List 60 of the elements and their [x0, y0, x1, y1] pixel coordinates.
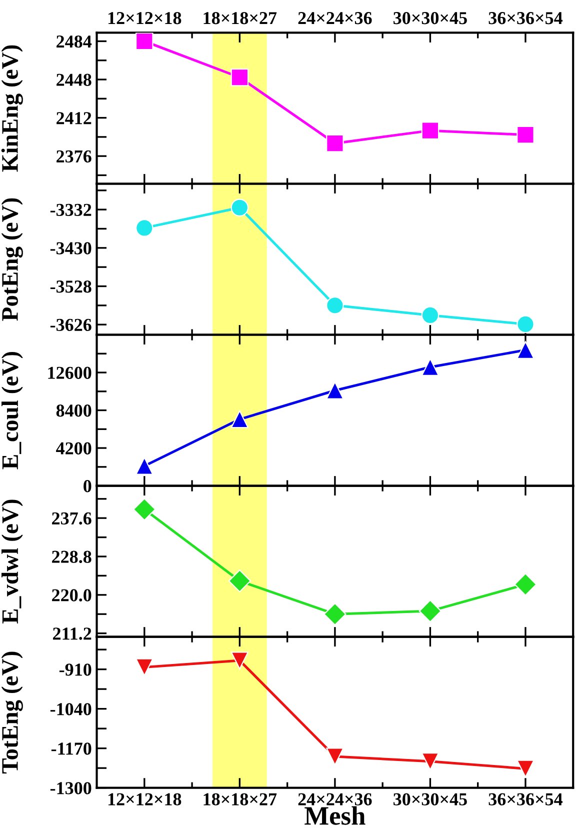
x-tick-label: 12×12×18	[108, 793, 182, 806]
point	[230, 652, 249, 670]
y-tick-label: 2412	[56, 112, 92, 124]
point	[421, 358, 440, 376]
x-tick-label: 24×24×36	[298, 12, 372, 24]
x-tick-label: 18×18×27	[204, 12, 277, 24]
point	[421, 122, 440, 140]
point	[326, 296, 344, 314]
y-axis-title: PotEng (eV)	[1, 198, 23, 321]
y-tick-label: -910	[59, 664, 92, 676]
point	[326, 134, 344, 152]
point	[230, 68, 249, 86]
x-tick-label: 36×36×54	[488, 793, 563, 806]
y-tick-label: 4200	[56, 442, 92, 454]
y-tick-label: -3626	[50, 318, 92, 332]
y-axis-title: TotEng (eV)	[1, 652, 23, 774]
y-axis-title: E_coul (eV)	[2, 352, 23, 470]
y-axis-title: KinEng (eV)	[1, 45, 23, 172]
y-tick-label: 211.2	[53, 628, 92, 640]
y-tick-label: -1040	[50, 703, 92, 716]
point	[418, 600, 442, 622]
point	[326, 748, 344, 766]
point	[516, 341, 534, 359]
point	[133, 498, 156, 521]
y-tick-label: 8400	[56, 404, 92, 417]
point	[516, 126, 534, 144]
y-tick-label: -3430	[50, 242, 92, 254]
x-tick-label: 30×30×45	[394, 12, 467, 24]
x-tick-label: 24×24×36	[298, 793, 372, 806]
x-tick-label: 36×36×54	[488, 12, 563, 24]
x-tick-label: 30×30×45	[394, 793, 467, 806]
y-tick-label: -3528	[50, 280, 92, 293]
y-tick-label: 0	[84, 480, 92, 492]
point	[514, 573, 537, 596]
y-tick-label: 237.6	[52, 512, 92, 525]
point	[230, 410, 249, 428]
point	[136, 219, 154, 237]
y-tick-label: 220.0	[52, 589, 92, 602]
point	[136, 457, 154, 475]
x-tick-label: 18×18×27	[204, 793, 277, 806]
point	[228, 570, 252, 592]
y-tick-label: -1300	[50, 782, 92, 794]
y-tick-label: 12600	[48, 366, 92, 379]
y-tick-label: 2484	[56, 35, 92, 48]
point	[516, 760, 534, 778]
point	[421, 752, 440, 770]
y-tick-label: 2448	[56, 74, 92, 86]
y-axis-title: E_vdwl (eV)	[2, 500, 23, 624]
point	[136, 32, 154, 50]
point	[230, 198, 249, 216]
point	[324, 602, 346, 626]
y-tick-label: 2376	[56, 150, 92, 163]
point	[136, 658, 154, 676]
y-tick-label: -3332	[50, 204, 92, 216]
y-tick-label: 228.8	[52, 550, 92, 564]
point	[421, 306, 440, 324]
x-tick-label: 12×12×18	[108, 12, 182, 24]
y-tick-label: -1170	[51, 742, 92, 755]
x-axis-title: Mesh	[304, 806, 366, 825]
point	[326, 382, 344, 400]
